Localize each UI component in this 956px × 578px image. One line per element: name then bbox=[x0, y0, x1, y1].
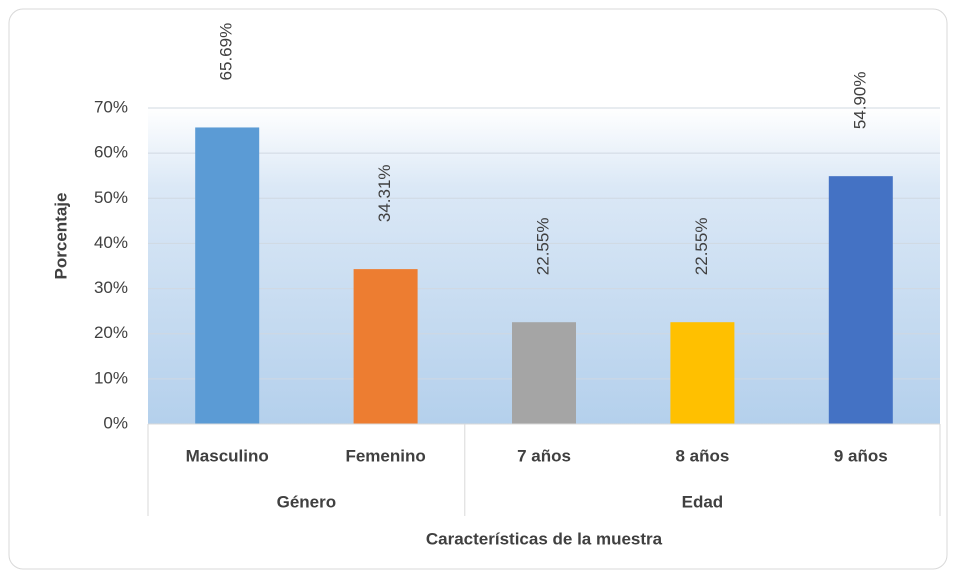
group-label: Género bbox=[277, 492, 337, 511]
x-tick-label: 7 años bbox=[517, 446, 571, 465]
y-tick-label: 30% bbox=[94, 278, 128, 297]
y-tick-label: 60% bbox=[94, 143, 128, 162]
data-label: 54.90% bbox=[850, 71, 869, 129]
y-axis-title: Porcentaje bbox=[51, 193, 70, 280]
y-tick-label: 40% bbox=[94, 233, 128, 252]
x-tick-label: 8 años bbox=[675, 446, 729, 465]
y-tick-label: 10% bbox=[94, 368, 128, 387]
data-label: 22.55% bbox=[692, 218, 711, 276]
bar bbox=[512, 322, 576, 424]
y-tick-label: 0% bbox=[103, 413, 128, 432]
data-label: 65.69% bbox=[217, 23, 236, 81]
bar bbox=[195, 127, 260, 424]
group-label: Edad bbox=[682, 492, 724, 511]
y-tick-label: 20% bbox=[94, 323, 128, 342]
bar bbox=[353, 269, 418, 424]
data-label: 34.31% bbox=[375, 164, 394, 222]
x-tick-label: 9 años bbox=[834, 446, 888, 465]
x-axis-title: Características de la muestra bbox=[426, 529, 663, 548]
data-label: 22.55% bbox=[533, 218, 552, 276]
y-tick-label: 50% bbox=[94, 188, 128, 207]
bar bbox=[828, 176, 893, 424]
y-tick-label: 70% bbox=[94, 97, 128, 116]
bar bbox=[670, 322, 735, 424]
x-tick-label: Femenino bbox=[345, 446, 425, 465]
x-tick-label: Masculino bbox=[186, 446, 269, 465]
